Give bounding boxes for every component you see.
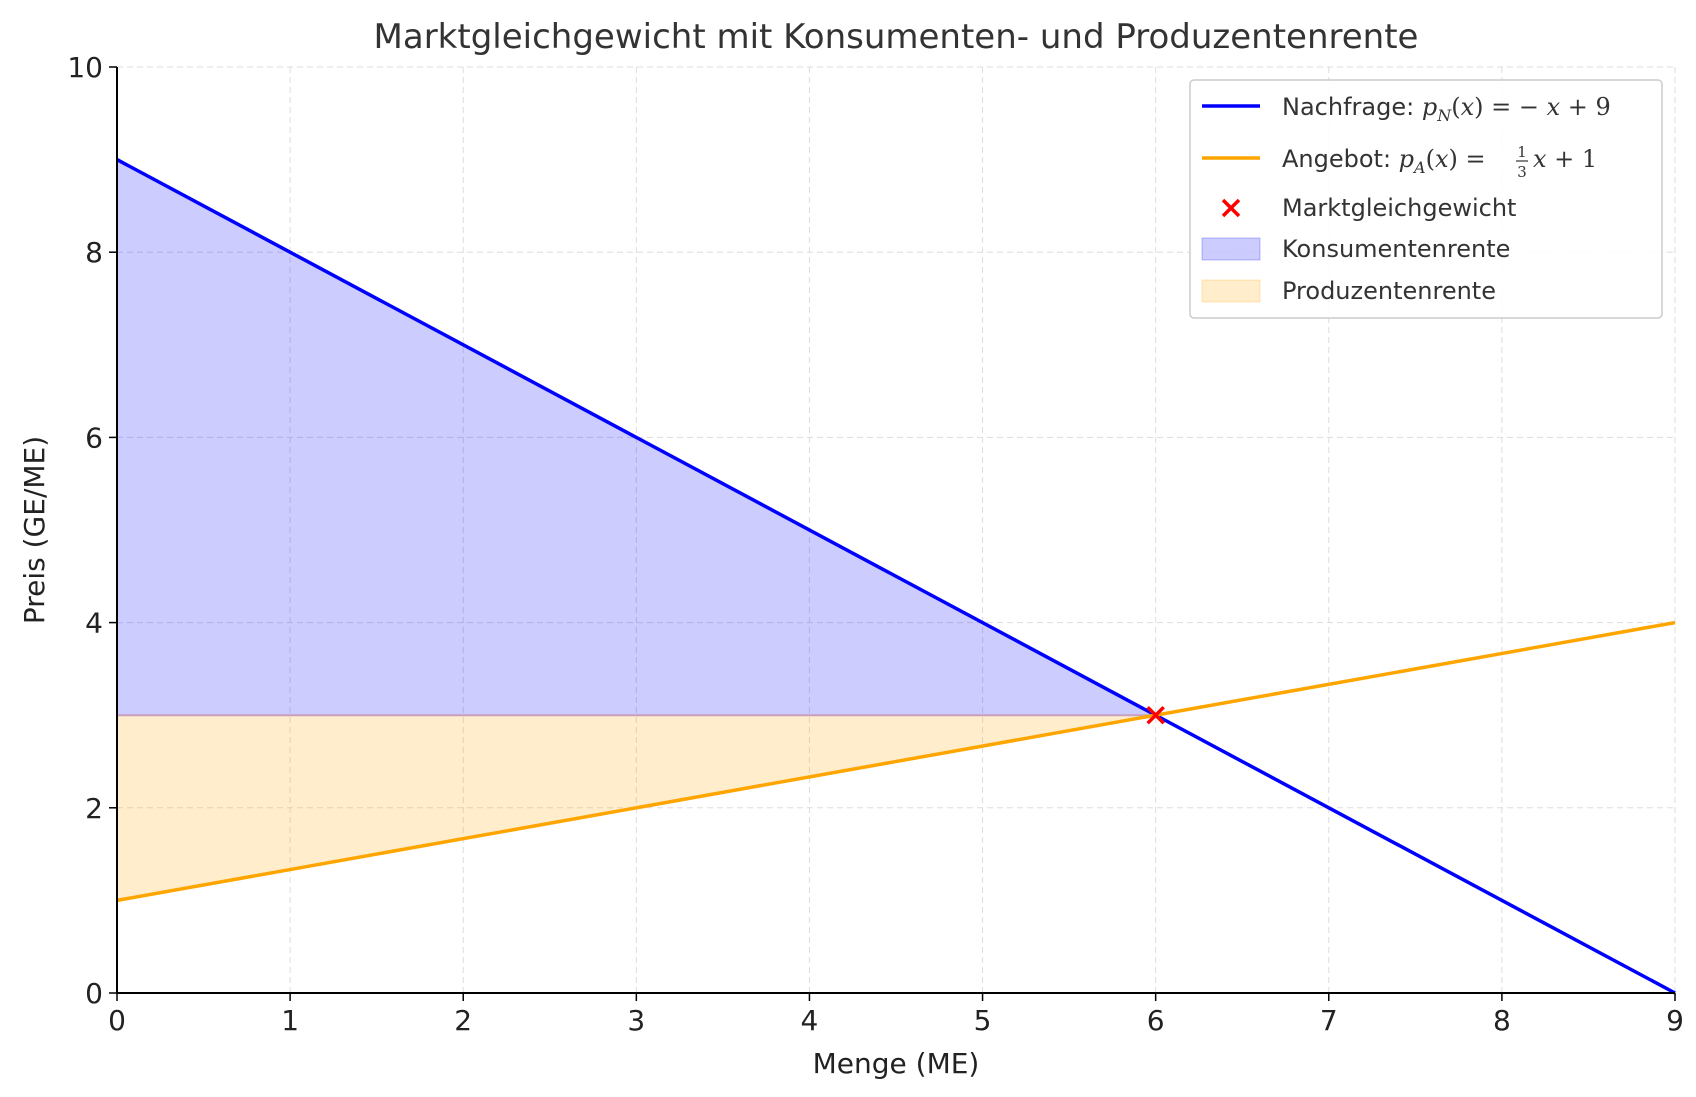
equilibrium-marker-group	[1146, 705, 1165, 725]
legend-frame	[1189, 79, 1663, 319]
legend-producer-surplus-swatch	[1201, 279, 1261, 303]
axes	[116, 67, 1675, 994]
legend-demand-label: Nachfrage: pN(x) = − x + 9	[1282, 93, 1611, 125]
legend-producer-surplus-label: Produzentenrente	[1282, 277, 1496, 305]
legend-supply-fraction-numerator: 1	[1517, 143, 1527, 161]
y-axis-label: Preis (GE/ME)	[18, 436, 51, 624]
y-tick-label-0: 0	[85, 977, 103, 1010]
chart-title: Marktgleichgewicht mit Konsumenten- und …	[374, 17, 1419, 57]
legend-consumer-surplus-label: Konsumentenrente	[1282, 235, 1510, 263]
legend-supply-label-tail: x + 1	[1533, 145, 1597, 173]
x-tick-label-7: 7	[1320, 1004, 1338, 1037]
legend-equilibrium-x	[1221, 198, 1241, 218]
equilibrium-marker-stroke-b	[1146, 705, 1165, 725]
x-tick-label-1: 1	[281, 1004, 299, 1037]
x-tick-label-6: 6	[1147, 1004, 1165, 1037]
equilibrium-marker	[1146, 705, 1165, 725]
legend-equilibrium-marker	[1221, 198, 1241, 218]
legend-supply-fraction-denominator: 3	[1517, 163, 1527, 181]
x-tick-label-4: 4	[801, 1004, 819, 1037]
x-tick-label-8: 8	[1493, 1004, 1511, 1037]
y-tick-label-4: 8	[85, 236, 103, 269]
legend-equilibrium-label: Marktgleichgewicht	[1282, 194, 1516, 222]
legend-supply-label: Angebot: pA(x) =	[1282, 145, 1493, 177]
demand-line	[116, 158, 1676, 995]
y-tick-label-1: 2	[85, 792, 103, 825]
x-tick-label-2: 2	[454, 1004, 472, 1037]
x-tick-label-5: 5	[974, 1004, 992, 1037]
x-tick-label-9: 9	[1666, 1004, 1684, 1037]
x-tick-labels: 0 1 2 3 4 5 6 7 8 9	[108, 993, 1684, 1037]
x-tick-label-0: 0	[108, 1004, 126, 1037]
y-tick-label-2: 4	[85, 607, 103, 640]
series-lines	[116, 158, 1676, 995]
legend-consumer-surplus-swatch	[1201, 237, 1261, 261]
x-tick-label-3: 3	[627, 1004, 645, 1037]
supply-line	[116, 620, 1676, 903]
y-tick-label-5: 10	[67, 51, 103, 84]
x-axis-label: Menge (ME)	[813, 1047, 980, 1080]
y-tick-label-3: 6	[85, 421, 103, 454]
legend-equilibrium-x-stroke-b	[1221, 198, 1241, 218]
y-tick-labels: 0 2 4 6 8 10	[67, 51, 117, 1010]
legend: Nachfrage: pN(x) = − x + 9 Angebot: pA(x…	[1189, 79, 1663, 319]
